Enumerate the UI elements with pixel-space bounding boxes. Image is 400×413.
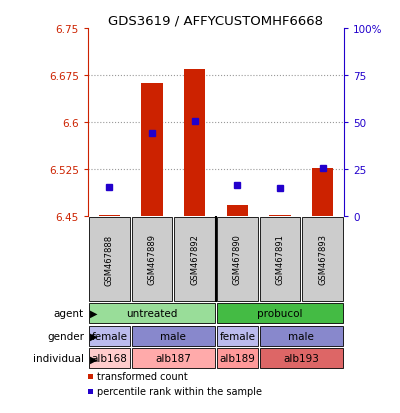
Text: gender: gender	[47, 331, 84, 341]
Text: percentile rank within the sample: percentile rank within the sample	[97, 386, 262, 396]
Bar	[99, 215, 120, 216]
Text: female: female	[219, 331, 255, 341]
Bar	[260, 326, 343, 346]
Text: transformed count: transformed count	[97, 371, 188, 381]
Text: GSM467893: GSM467893	[318, 234, 327, 285]
Text: GSM467890: GSM467890	[233, 234, 242, 285]
Bar	[217, 303, 343, 323]
Text: GSM467892: GSM467892	[190, 234, 199, 285]
Title: GDS3619 / AFFYCUSTOMHF6668: GDS3619 / AFFYCUSTOMHF6668	[108, 15, 324, 28]
Bar	[132, 217, 172, 301]
Bar	[89, 326, 130, 346]
Text: male: male	[288, 331, 314, 341]
Text: ▶: ▶	[90, 354, 98, 363]
Bar	[260, 217, 300, 301]
Bar	[302, 217, 343, 301]
Bar	[260, 348, 343, 368]
Text: alb187: alb187	[155, 354, 191, 363]
Text: ▶: ▶	[90, 309, 98, 318]
Text: ▶: ▶	[90, 331, 98, 341]
Bar	[89, 217, 130, 301]
Text: GSM467891: GSM467891	[276, 234, 284, 285]
Bar	[141, 84, 163, 216]
Text: individual: individual	[33, 354, 84, 363]
Text: GSM467889: GSM467889	[148, 234, 156, 285]
Bar	[89, 303, 215, 323]
Text: alb193: alb193	[283, 354, 319, 363]
Text: alb168: alb168	[91, 354, 127, 363]
Text: GSM467888: GSM467888	[105, 234, 114, 285]
Bar	[184, 69, 205, 216]
Bar	[89, 348, 130, 368]
Text: untreated: untreated	[126, 309, 178, 318]
Text: alb189: alb189	[219, 354, 255, 363]
Text: female: female	[91, 331, 127, 341]
Bar	[132, 348, 215, 368]
Bar	[174, 217, 215, 301]
Bar	[217, 326, 258, 346]
Bar	[217, 217, 258, 301]
Bar	[227, 205, 248, 216]
Bar	[132, 326, 215, 346]
Text: agent: agent	[54, 309, 84, 318]
Text: male: male	[160, 331, 186, 341]
Bar	[217, 348, 258, 368]
Bar	[312, 169, 333, 216]
Text: probucol: probucol	[257, 309, 303, 318]
